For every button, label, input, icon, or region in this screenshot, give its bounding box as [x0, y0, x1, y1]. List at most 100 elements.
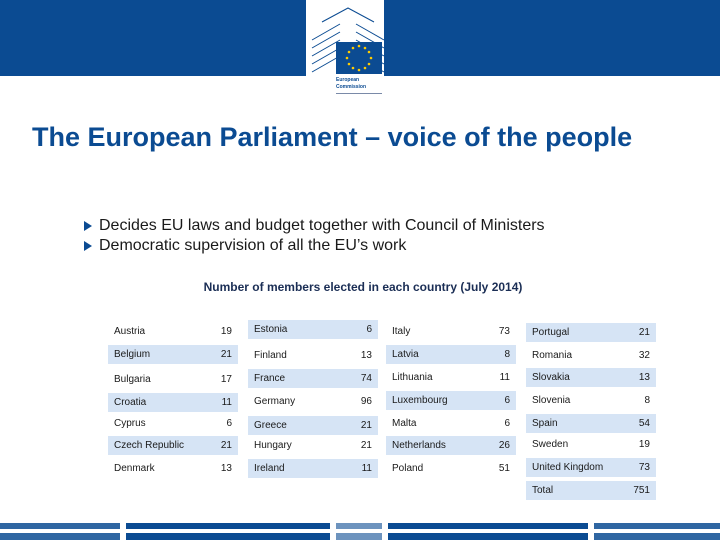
- table-row: Malta 6: [386, 414, 516, 433]
- logo-wordmark: European Commission: [336, 77, 367, 90]
- table-row: Slovenia 8: [526, 391, 656, 410]
- table-row: Estonia 6: [248, 320, 378, 339]
- seat-count: 17: [220, 374, 232, 385]
- country-name: Germany: [254, 396, 296, 407]
- page-title: The European Parliament – voice of the p…: [32, 122, 633, 152]
- table-row: Portugal 21: [526, 323, 656, 342]
- country-name: Denmark: [114, 463, 155, 474]
- table-row: France 74: [248, 369, 378, 388]
- country-name: Hungary: [254, 440, 292, 451]
- country-name: Croatia: [114, 397, 147, 408]
- country-name: Spain: [532, 418, 558, 429]
- country-name: United Kingdom: [532, 462, 604, 473]
- seat-count: 21: [360, 440, 372, 451]
- country-name: Slovenia: [532, 395, 571, 406]
- seat-count: 11: [361, 463, 372, 474]
- country-name: Netherlands: [392, 440, 446, 451]
- seat-count: 19: [638, 439, 650, 450]
- bullet-text: Decides EU laws and budget together with…: [99, 217, 545, 234]
- table-row: Croatia 11: [108, 393, 238, 412]
- seat-count: 11: [499, 372, 510, 383]
- seat-count: 6: [366, 324, 372, 335]
- bullet-item: Decides EU laws and budget together with…: [84, 216, 545, 236]
- country-name: Latvia: [392, 349, 419, 360]
- european-commission-logo: [311, 7, 385, 74]
- table-row: Latvia 8: [386, 345, 516, 364]
- country-name: Estonia: [254, 324, 288, 335]
- bullet-list: Decides EU laws and budget together with…: [84, 216, 545, 256]
- seat-count: 11: [221, 397, 232, 408]
- country-name: Portugal: [532, 327, 570, 338]
- country-name: Romania: [532, 350, 573, 361]
- table-row: Belgium 21: [108, 345, 238, 364]
- table-row: Italy 73: [386, 322, 516, 341]
- triangle-bullet-icon: [84, 241, 92, 251]
- footer-stripes: [0, 523, 720, 540]
- seat-count: 73: [498, 326, 510, 337]
- total-value: 751: [633, 485, 650, 496]
- country-name: Lithuania: [392, 372, 433, 383]
- country-name: Bulgaria: [114, 374, 151, 385]
- seat-count: 6: [226, 418, 232, 429]
- table-row: Greece 21: [248, 416, 378, 435]
- table-row: Sweden 19: [526, 435, 656, 454]
- table-row: Bulgaria 17: [108, 370, 238, 389]
- seat-count: 21: [220, 349, 232, 360]
- country-name: Malta: [392, 418, 417, 429]
- table-row: Lithuania 11: [386, 368, 516, 387]
- table-row: Ireland 11: [248, 459, 378, 478]
- seat-count: 21: [220, 440, 232, 451]
- table-row: United Kingdom 73: [526, 458, 656, 477]
- total-row: Total 751: [526, 481, 656, 500]
- seat-count: 54: [638, 418, 650, 429]
- seat-count: 6: [504, 395, 510, 406]
- table-row: Luxembourg 6: [386, 391, 516, 410]
- seat-count: 73: [638, 462, 650, 473]
- country-name: Italy: [392, 326, 411, 337]
- country-name: Czech Republic: [114, 440, 185, 451]
- country-name: Poland: [392, 463, 424, 474]
- country-name: Luxembourg: [392, 395, 448, 406]
- country-name: Finland: [254, 350, 287, 361]
- seat-count: 51: [498, 463, 510, 474]
- table-row: Austria 19: [108, 322, 238, 341]
- table-row: Netherlands 26: [386, 436, 516, 455]
- seat-count: 96: [360, 396, 372, 407]
- seat-count: 13: [220, 463, 232, 474]
- seat-count: 19: [220, 326, 232, 337]
- seat-count: 21: [638, 327, 650, 338]
- table-row: Czech Republic 21: [108, 436, 238, 455]
- total-label: Total: [532, 485, 554, 496]
- seat-count: 8: [644, 395, 650, 406]
- bullet-text: Democratic supervision of all the EU’s w…: [99, 237, 407, 254]
- logo-rule: [336, 93, 382, 94]
- country-name: France: [254, 373, 286, 384]
- table-row: Poland 51: [386, 459, 516, 478]
- seat-count: 6: [504, 418, 510, 429]
- seat-count: 8: [504, 349, 510, 360]
- table-row: Slovakia 13: [526, 368, 656, 387]
- country-name: Greece: [254, 420, 287, 431]
- table-row: Spain 54: [526, 414, 656, 433]
- country-name: Ireland: [254, 463, 285, 474]
- country-name: Cyprus: [114, 418, 146, 429]
- country-name: Austria: [114, 326, 146, 337]
- table-row: Germany 96: [248, 392, 378, 411]
- triangle-bullet-icon: [84, 221, 92, 231]
- table-row: Hungary 21: [248, 436, 378, 455]
- table-row: Finland 13: [248, 346, 378, 365]
- country-name: Belgium: [114, 349, 151, 360]
- seat-count: 21: [360, 420, 372, 431]
- seat-count: 13: [360, 350, 372, 361]
- seat-count: 74: [360, 373, 372, 384]
- seat-count: 32: [638, 350, 650, 361]
- table-caption: Number of members elected in each countr…: [203, 280, 523, 294]
- table-row: Romania 32: [526, 346, 656, 365]
- country-name: Slovakia: [532, 372, 570, 383]
- table-row: Cyprus 6: [108, 414, 238, 433]
- seat-count: 13: [638, 372, 650, 383]
- seat-count: 26: [498, 440, 510, 451]
- table-row: Denmark 13: [108, 459, 238, 478]
- bullet-item: Democratic supervision of all the EU’s w…: [84, 236, 545, 256]
- country-name: Sweden: [532, 439, 569, 450]
